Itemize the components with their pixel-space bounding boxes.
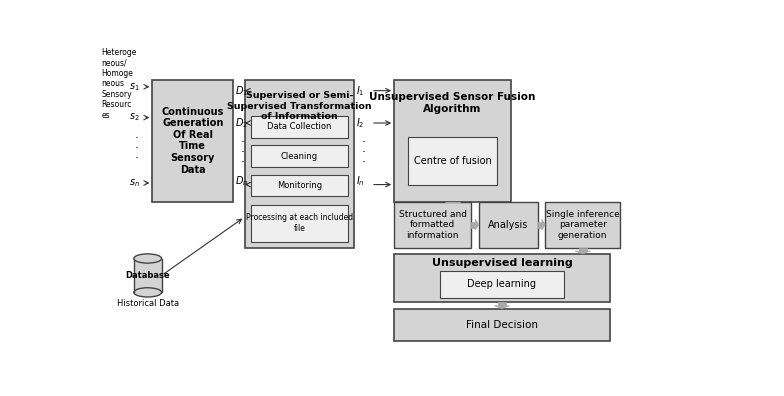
Ellipse shape [134,254,162,263]
Polygon shape [475,219,479,230]
Text: $I_1$: $I_1$ [356,84,364,97]
Text: Unsupervised Sensor Fusion
Algorithm: Unsupervised Sensor Fusion Algorithm [369,92,535,114]
Bar [251,175,348,196]
Text: $D_1$: $D_1$ [234,84,248,97]
Bar [471,222,475,228]
Bar [394,308,610,341]
Text: $D_n$: $D_n$ [234,174,248,188]
Text: ·: · [361,137,365,150]
Text: ·: · [361,147,365,160]
Text: $I_2$: $I_2$ [356,116,364,130]
Text: ·: · [134,152,138,165]
Polygon shape [542,219,545,230]
Bar [251,116,348,137]
Bar [394,202,471,248]
Bar [545,202,620,248]
Text: Analysis: Analysis [488,220,528,230]
Text: $s_2$: $s_2$ [129,112,140,124]
Text: Centre of fusion: Centre of fusion [414,156,492,166]
Bar [479,202,538,248]
Text: Heteroge
neous/
Homoge
neous
Sensory
Resourc
es: Heteroge neous/ Homoge neous Sensory Res… [101,48,137,120]
Bar [245,80,354,248]
Bar [134,259,162,292]
Text: Single inference
parameter
generation: Single inference parameter generation [546,210,619,240]
Text: Processing at each included
file: Processing at each included file [246,213,353,233]
Polygon shape [575,251,590,254]
Text: $D_2$: $D_2$ [234,116,248,130]
Text: $I_n$: $I_n$ [356,174,365,188]
Text: ·: · [134,132,138,145]
Text: ·: · [241,137,245,150]
Text: Database: Database [125,271,170,280]
Text: Continuous
Generation
Of Real
Time
Sensory
Data: Continuous Generation Of Real Time Senso… [162,107,224,175]
Text: Structured and
formatted
information: Structured and formatted information [398,210,466,240]
Text: Historical Data: Historical Data [117,299,179,308]
Text: Unsupervised learning: Unsupervised learning [431,258,572,268]
Text: Supervised or Semi-
Supervised Transformation
of Information: Supervised or Semi- Supervised Transform… [227,91,372,121]
Bar [152,80,233,202]
Bar [134,259,162,292]
Bar [498,303,506,306]
Bar [394,254,610,303]
Text: ·: · [361,156,365,169]
Text: ·: · [134,142,138,155]
Text: ·: · [241,147,245,160]
Text: $s_1$: $s_1$ [129,81,140,93]
Bar [579,248,587,251]
Bar [538,222,542,228]
Polygon shape [494,306,510,308]
Bar [251,145,348,167]
Bar [441,271,564,298]
Text: Data Collection: Data Collection [267,122,332,131]
Bar [394,80,511,202]
Bar [251,205,348,242]
Text: $s_n$: $s_n$ [129,177,140,189]
Text: Cleaning: Cleaning [281,152,318,161]
Ellipse shape [134,288,162,297]
Text: Final Decision: Final Decision [466,320,538,330]
Text: ·: · [241,156,245,169]
Text: Monitoring: Monitoring [277,181,322,190]
Text: Deep learning: Deep learning [467,279,536,289]
Bar [408,137,497,185]
